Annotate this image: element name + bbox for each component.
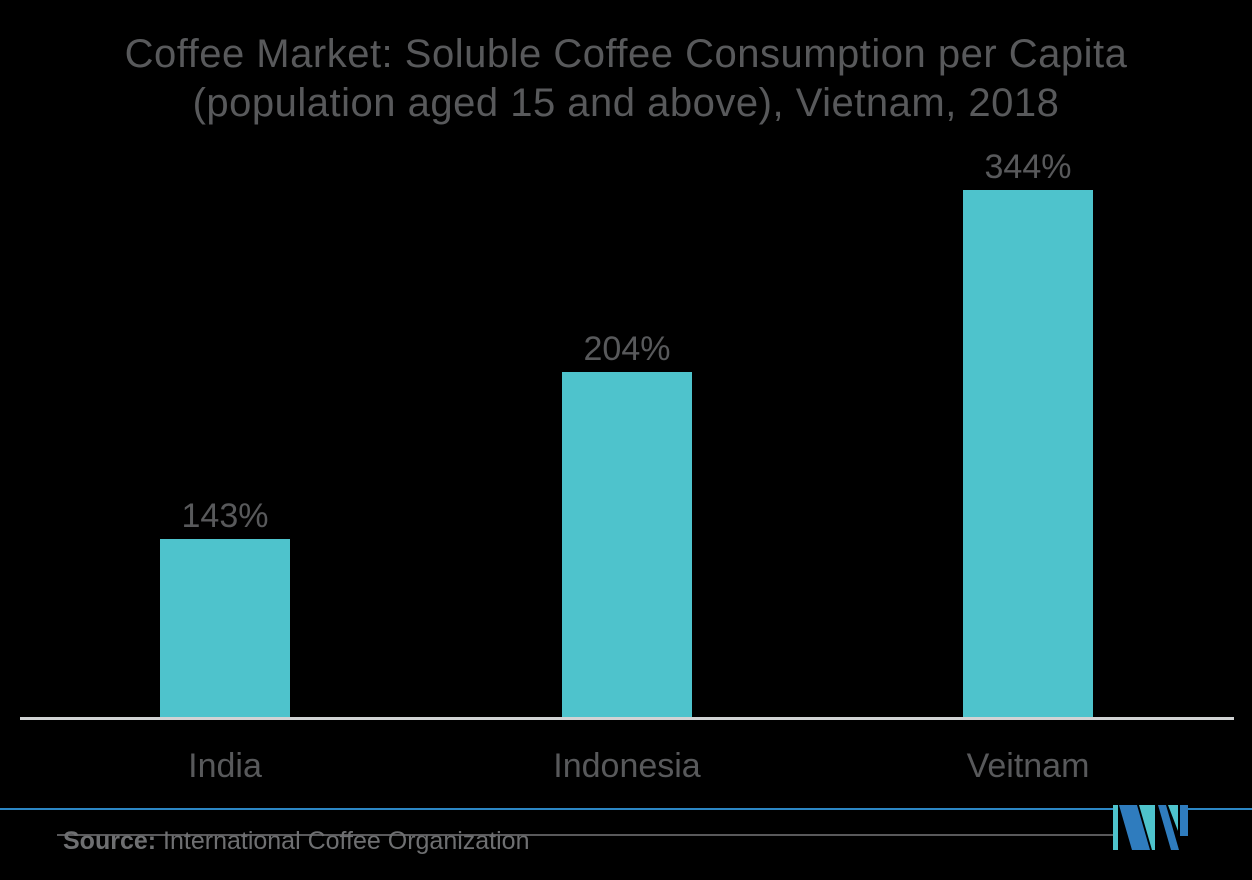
source-note: Source: International Coffee Organizatio…: [63, 826, 530, 856]
source-prefix-label: Source:: [63, 827, 157, 855]
logo-right-blue-bar: [1180, 805, 1188, 836]
logo-blue-diagonal-left: [1119, 805, 1150, 850]
bar-vietnam: [963, 190, 1093, 718]
chart-title-line1: Coffee Market: Soluble Coffee Consumptio…: [124, 32, 1128, 76]
logo-teal-diagonal-left: [1139, 805, 1155, 850]
source-text: International Coffee Organization: [163, 827, 530, 855]
category-label-indonesia: Indonesia: [553, 747, 701, 785]
logo-left-teal-bar: [1113, 805, 1118, 850]
chart-title-line2: (population aged 15 and above), Vietnam,…: [192, 81, 1060, 125]
mordor-intelligence-logo: [1113, 805, 1188, 852]
logo-blue-diagonal-right: [1158, 805, 1179, 850]
category-label-vietnam: Veitnam: [966, 747, 1090, 785]
bar-value-label-india: 143%: [181, 497, 269, 535]
bar-india: [160, 539, 290, 718]
logo-teal-wedge-right: [1168, 805, 1178, 831]
chart-title: Coffee Market: Soluble Coffee Consumptio…: [0, 30, 1252, 128]
bar-indonesia: [562, 372, 692, 718]
footer-blue-divider-line: [0, 808, 1252, 810]
source-gray-divider-line: [57, 834, 1113, 836]
bar-value-label-indonesia: 204%: [583, 330, 671, 368]
bar-value-label-vietnam: 344%: [984, 148, 1072, 186]
x-axis-line: [20, 717, 1234, 720]
category-label-india: India: [188, 747, 262, 785]
